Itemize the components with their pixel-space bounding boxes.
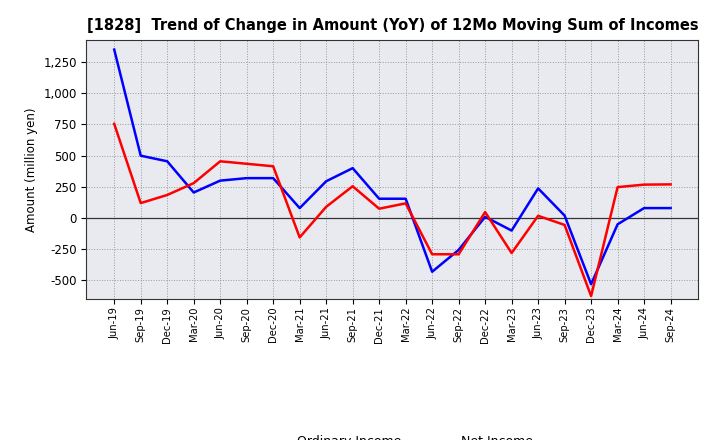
Ordinary Income — [508, 228, 516, 233]
Line: Net Income: Net Income — [114, 124, 670, 296]
Ordinary Income — [401, 196, 410, 202]
Ordinary Income — [110, 47, 119, 52]
Net Income — [428, 252, 436, 257]
Ordinary Income — [428, 269, 436, 275]
Net Income — [401, 201, 410, 206]
Ordinary Income — [189, 190, 198, 195]
Ordinary Income — [640, 205, 649, 211]
Net Income — [269, 164, 277, 169]
Net Income — [508, 250, 516, 256]
Ordinary Income — [375, 196, 384, 202]
Y-axis label: Amount (million yen): Amount (million yen) — [24, 107, 37, 231]
Ordinary Income — [348, 165, 357, 171]
Net Income — [348, 183, 357, 189]
Ordinary Income — [243, 176, 251, 181]
Net Income — [454, 252, 463, 257]
Ordinary Income — [666, 205, 675, 211]
Ordinary Income — [560, 213, 569, 218]
Ordinary Income — [136, 153, 145, 158]
Title: [1828]  Trend of Change in Amount (YoY) of 12Mo Moving Sum of Incomes: [1828] Trend of Change in Amount (YoY) o… — [86, 18, 698, 33]
Net Income — [481, 209, 490, 215]
Net Income — [587, 293, 595, 299]
Net Income — [640, 182, 649, 187]
Ordinary Income — [216, 178, 225, 183]
Net Income — [243, 161, 251, 166]
Net Income — [613, 184, 622, 190]
Net Income — [136, 201, 145, 206]
Ordinary Income — [269, 176, 277, 181]
Net Income — [163, 192, 171, 198]
Net Income — [110, 121, 119, 126]
Ordinary Income — [587, 282, 595, 287]
Ordinary Income — [454, 247, 463, 253]
Ordinary Income — [163, 159, 171, 164]
Net Income — [295, 235, 304, 240]
Ordinary Income — [534, 186, 542, 191]
Net Income — [375, 206, 384, 211]
Ordinary Income — [613, 222, 622, 227]
Net Income — [560, 222, 569, 227]
Line: Ordinary Income: Ordinary Income — [114, 50, 670, 284]
Net Income — [534, 213, 542, 219]
Ordinary Income — [481, 214, 490, 220]
Net Income — [666, 182, 675, 187]
Legend: Ordinary Income, Net Income: Ordinary Income, Net Income — [247, 430, 538, 440]
Ordinary Income — [295, 205, 304, 211]
Net Income — [216, 159, 225, 164]
Net Income — [322, 204, 330, 209]
Ordinary Income — [322, 179, 330, 184]
Net Income — [189, 180, 198, 186]
